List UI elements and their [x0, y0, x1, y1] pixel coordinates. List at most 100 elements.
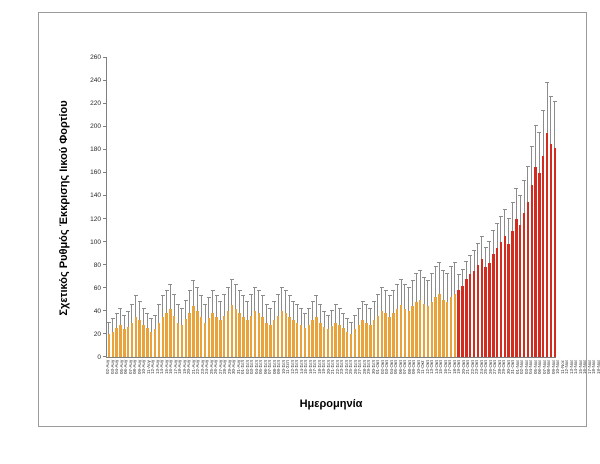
- bar: [288, 316, 291, 357]
- bar-slot: [241, 58, 246, 357]
- bar: [442, 299, 445, 357]
- error-bar: [235, 284, 237, 309]
- error-bar-cap: [548, 96, 553, 98]
- error-bar-cap: [375, 293, 380, 295]
- bar-slot: [545, 58, 550, 357]
- bar: [526, 201, 530, 357]
- bar: [549, 144, 553, 357]
- bar: [357, 324, 360, 357]
- bar: [169, 308, 172, 357]
- y-tick-mark: [103, 126, 107, 127]
- error-bar: [246, 301, 248, 321]
- bar: [238, 313, 241, 357]
- error-bar: [292, 301, 294, 321]
- error-bar-cap: [260, 295, 265, 297]
- error-bar: [438, 262, 440, 294]
- error-bar: [262, 296, 264, 317]
- error-bar: [485, 247, 487, 268]
- bar-slot: [537, 58, 542, 357]
- error-bar-cap: [195, 287, 200, 288]
- error-bar-cap: [187, 290, 192, 292]
- bar: [503, 236, 507, 357]
- bar: [230, 305, 234, 357]
- bar-slot: [379, 58, 384, 357]
- error-bar: [488, 242, 490, 263]
- error-bar: [269, 308, 271, 325]
- bar-slot: [452, 58, 457, 357]
- bar-slot: [525, 58, 530, 357]
- y-tick-mark: [103, 356, 107, 357]
- bar: [372, 320, 376, 357]
- error-bar: [435, 267, 437, 298]
- error-bar-cap: [387, 295, 392, 297]
- error-bar-cap: [541, 109, 546, 111]
- error-bar-cap: [322, 311, 327, 313]
- error-bar-cap: [329, 310, 334, 311]
- bar: [107, 334, 111, 357]
- error-bar: [342, 314, 344, 329]
- error-bar: [442, 270, 444, 300]
- bar: [142, 324, 145, 357]
- bar: [488, 262, 491, 357]
- bar: [326, 329, 330, 357]
- bar: [322, 327, 326, 357]
- bar-slot: [383, 58, 388, 357]
- bar: [422, 304, 426, 357]
- error-bar-cap: [206, 297, 211, 299]
- error-bar-cap: [222, 293, 227, 295]
- error-bar-cap: [299, 307, 304, 309]
- y-tick-label: 100: [90, 238, 101, 246]
- bar-slot: [429, 58, 434, 357]
- bar-slot: [287, 58, 292, 357]
- bar-slot: [356, 58, 361, 357]
- error-bar-cap: [256, 290, 261, 292]
- error-bar: [285, 291, 287, 314]
- error-bar: [462, 269, 464, 286]
- error-bar: [450, 267, 452, 298]
- bar-slot: [160, 58, 165, 357]
- error-bar-cap: [422, 276, 427, 278]
- y-axis-ticks: 0 20 40 60 80 100 120 140 160 180 200 220 240 260: [59, 54, 101, 361]
- bar-slot: [437, 58, 442, 357]
- error-bar-cap: [425, 280, 430, 282]
- error-bar: [219, 301, 221, 321]
- error-bar-cap: [395, 283, 400, 285]
- bar: [553, 147, 557, 357]
- bar: [430, 301, 434, 357]
- bar: [196, 311, 199, 357]
- bar: [445, 301, 449, 357]
- bar: [119, 324, 122, 357]
- error-bar-cap: [552, 100, 557, 102]
- error-bar-cap: [529, 145, 534, 147]
- error-bar-cap: [199, 295, 204, 297]
- bar: [173, 315, 176, 357]
- bar: [511, 230, 514, 357]
- bar: [176, 322, 180, 357]
- bar: [134, 316, 138, 357]
- bar-slot: [352, 58, 357, 357]
- error-bar: [346, 319, 348, 332]
- bar: [407, 311, 410, 357]
- error-bar: [296, 305, 298, 323]
- bar-slot: [268, 58, 273, 357]
- bar-slot: [441, 58, 446, 357]
- error-bar: [377, 294, 379, 316]
- bar-slot: [495, 58, 500, 357]
- error-bar-cap: [468, 254, 473, 256]
- error-bar: [400, 279, 402, 306]
- bar: [272, 320, 276, 357]
- bar: [299, 324, 303, 357]
- error-bar: [119, 308, 121, 325]
- error-bar: [231, 279, 233, 306]
- bar-slot: [214, 58, 219, 357]
- error-bar: [519, 196, 521, 225]
- error-bar: [312, 301, 314, 321]
- bar: [507, 244, 510, 357]
- error-bar: [254, 288, 256, 311]
- bar-slot: [299, 58, 304, 357]
- error-bar-cap: [160, 295, 165, 297]
- error-bar-cap: [172, 293, 177, 295]
- bar-slot: [183, 58, 188, 357]
- error-bar: [154, 315, 156, 330]
- error-bar: [465, 261, 467, 279]
